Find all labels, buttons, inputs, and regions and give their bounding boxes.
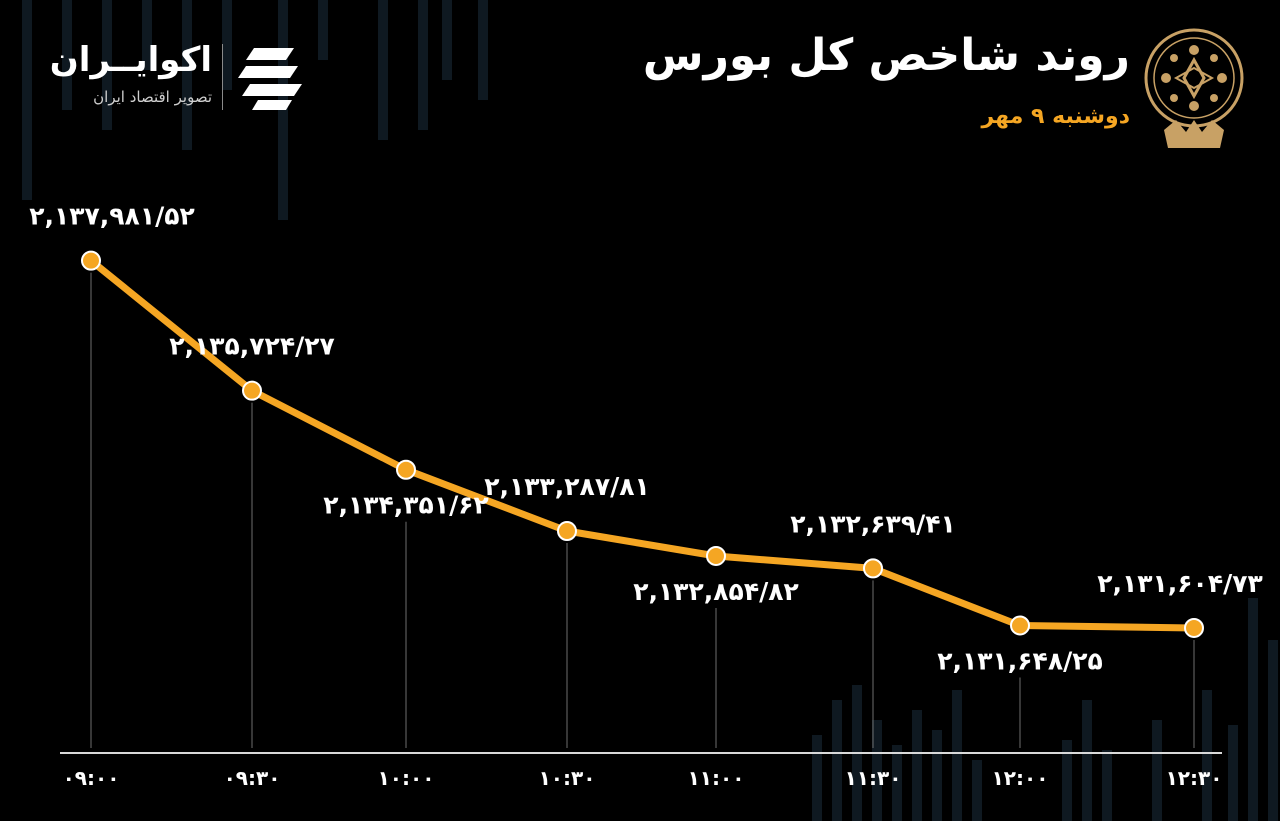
value-label: ۲,۱۳۲,۶۳۹/۴۱ bbox=[790, 509, 955, 538]
decor-candle bbox=[1082, 700, 1092, 821]
decor-candle bbox=[912, 710, 922, 821]
data-point bbox=[557, 521, 577, 542]
decor-candle bbox=[378, 0, 388, 140]
x-tick-label: ۰۹:۰۰ bbox=[63, 766, 120, 790]
decor-candle bbox=[102, 0, 112, 130]
x-tick-label: ۱۲:۰۰ bbox=[992, 766, 1049, 790]
x-tick-label: ۱۲:۳۰ bbox=[1166, 766, 1223, 790]
value-label: ۲,۱۳۲,۸۵۴/۸۲ bbox=[633, 577, 798, 606]
data-point bbox=[706, 545, 726, 566]
decor-candle bbox=[442, 0, 452, 80]
value-label: ۲,۱۳۴,۳۵۱/۶۲ bbox=[323, 491, 488, 520]
decor-candle bbox=[872, 720, 882, 821]
decor-candle bbox=[418, 0, 428, 130]
value-label: ۲,۱۳۳,۲۸۷/۸۱ bbox=[484, 472, 649, 501]
decor-candle bbox=[832, 700, 842, 821]
x-tick-label: ۱۰:۳۰ bbox=[539, 766, 596, 790]
x-tick-label: ۱۱:۳۰ bbox=[845, 766, 902, 790]
data-point bbox=[81, 250, 101, 271]
page-title: روند شاخص کل بورس bbox=[642, 30, 1130, 81]
value-label: ۲,۱۳۷,۹۸۱/۵۲ bbox=[29, 202, 194, 231]
decor-candle bbox=[318, 0, 328, 60]
page-subtitle: دوشنبه ۹ مهر bbox=[981, 104, 1131, 129]
decor-candle bbox=[22, 0, 32, 200]
decor-candle bbox=[222, 0, 232, 90]
data-point bbox=[242, 380, 262, 401]
data-point bbox=[396, 459, 416, 480]
decor-candle bbox=[142, 0, 152, 70]
brand-logo: اکوایــران تصویر اقتصاد ایران bbox=[50, 40, 320, 115]
decor-candle bbox=[1102, 750, 1112, 821]
decor-candle bbox=[182, 0, 192, 150]
value-label: ۲,۱۳۵,۷۲۴/۲۷ bbox=[169, 332, 334, 361]
decor-candle bbox=[972, 760, 982, 821]
value-label: ۲,۱۳۱,۶۰۴/۷۳ bbox=[1097, 569, 1262, 598]
decor-candle bbox=[478, 0, 488, 100]
brand-name: اکوایــران bbox=[49, 40, 212, 80]
decor-candle bbox=[62, 0, 72, 110]
decor-candle bbox=[812, 735, 822, 821]
decor-candle bbox=[1152, 720, 1162, 821]
exchange-seal-icon bbox=[1144, 28, 1244, 148]
x-tick-label: ۰۹:۳۰ bbox=[224, 766, 281, 790]
decor-candle bbox=[1202, 690, 1212, 821]
ecoiran-logo-icon bbox=[238, 48, 302, 110]
data-point bbox=[1184, 617, 1204, 638]
value-label: ۲,۱۳۱,۶۴۸/۲۵ bbox=[937, 646, 1102, 675]
x-tick-label: ۱۰:۰۰ bbox=[378, 766, 435, 790]
decor-candle bbox=[1248, 598, 1258, 821]
x-tick-label: ۱۱:۰۰ bbox=[688, 766, 745, 790]
decor-candle bbox=[1268, 640, 1278, 821]
decor-candle bbox=[892, 745, 902, 821]
decor-candle bbox=[952, 690, 962, 821]
brand-divider bbox=[222, 44, 223, 110]
brand-tagline: تصویر اقتصاد ایران bbox=[93, 88, 212, 106]
series-line bbox=[87, 257, 1198, 632]
data-point bbox=[863, 558, 883, 579]
decor-candle bbox=[1228, 725, 1238, 821]
decor-candle bbox=[932, 730, 942, 821]
decor-candle bbox=[1062, 740, 1072, 821]
data-point bbox=[1010, 615, 1030, 636]
